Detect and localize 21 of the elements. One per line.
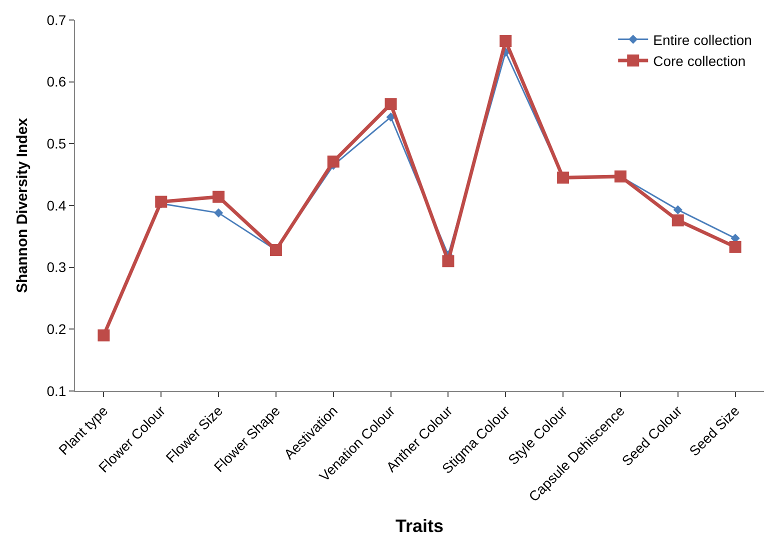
x-axis-title: Traits bbox=[395, 516, 444, 536]
point bbox=[729, 240, 742, 253]
y-tick-label: 0.1 bbox=[46, 382, 66, 399]
point bbox=[442, 255, 454, 268]
point bbox=[214, 208, 224, 218]
point bbox=[500, 35, 512, 48]
point bbox=[155, 196, 168, 208]
point bbox=[386, 112, 396, 122]
point bbox=[384, 98, 397, 110]
y-tick-label: 0.4 bbox=[46, 197, 66, 214]
y-tick-label: 0.3 bbox=[46, 259, 66, 276]
y-tick-label: 0.2 bbox=[46, 321, 66, 338]
point bbox=[672, 214, 684, 226]
y-axis-title: Shannon Diversity Index bbox=[14, 117, 31, 294]
y-tick-label: 0.5 bbox=[46, 136, 66, 152]
point bbox=[673, 205, 682, 214]
point bbox=[212, 190, 225, 203]
legend-label: Entire collection bbox=[653, 32, 752, 48]
y-tick-label: 0.7 bbox=[46, 12, 66, 28]
legend-label: Core collection bbox=[653, 52, 746, 69]
y-tick-label: 0.6 bbox=[46, 74, 66, 90]
